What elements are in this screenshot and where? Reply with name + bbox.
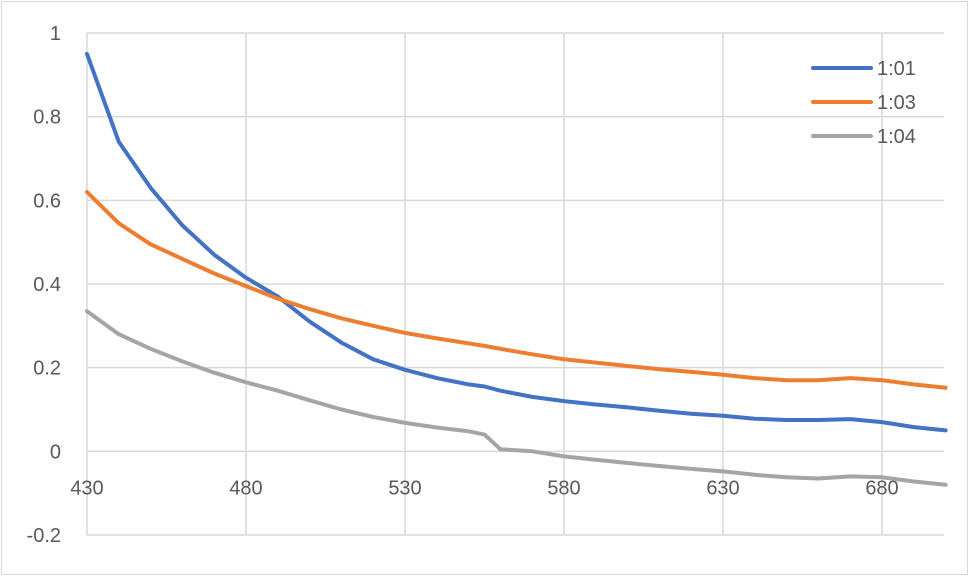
gridlines [86, 32, 944, 536]
y-tick-label: 0 [50, 441, 61, 463]
x-tick-label: 580 [547, 477, 580, 499]
y-tick-label: 0.6 [33, 190, 61, 212]
y-tick-label: -0.2 [27, 525, 61, 547]
series-line-1-04 [85, 309, 948, 487]
x-tick-label: 430 [70, 477, 103, 499]
series-line-1-03 [85, 190, 948, 390]
series-lines [85, 51, 948, 487]
legend-label: 1:01 [877, 58, 916, 80]
x-axis-ticks: 430 480 530 580 630 680 [70, 477, 898, 499]
x-tick-label: 530 [388, 477, 421, 499]
legend: 1:01 1:03 1:04 [811, 58, 916, 148]
y-tick-label: 0.2 [33, 358, 61, 380]
legend-label: 1:04 [877, 126, 916, 148]
x-tick-label: 680 [865, 477, 898, 499]
series-line-1-01 [85, 51, 948, 433]
x-tick-label: 480 [229, 477, 262, 499]
y-axis-ticks: 1 0.8 0.6 0.4 0.2 0 -0.2 [27, 23, 61, 547]
x-tick-label: 630 [706, 477, 739, 499]
y-tick-label: 0.4 [33, 274, 61, 296]
y-tick-label: 0.8 [33, 107, 61, 129]
legend-label: 1:03 [877, 92, 916, 114]
y-tick-label: 1 [50, 23, 61, 45]
